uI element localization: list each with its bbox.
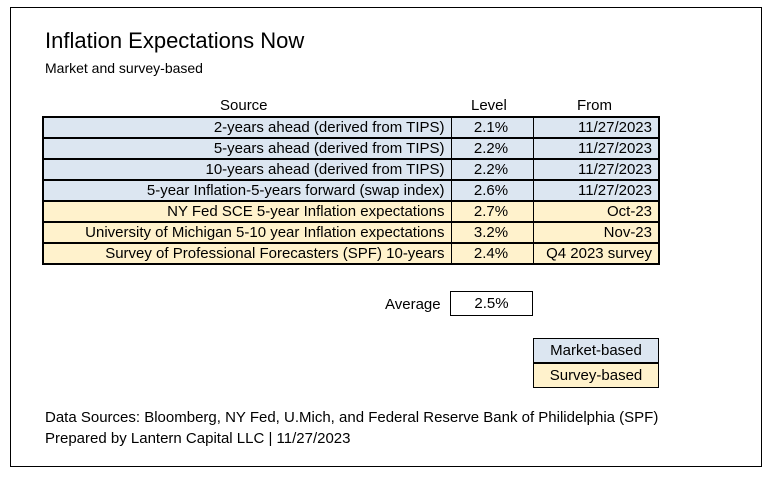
table-row: NY Fed SCE 5-year Inflation expectations…	[42, 200, 660, 223]
column-header-from: From	[577, 97, 612, 114]
from-cell: Q4 2023 survey	[532, 242, 660, 265]
source-cell: 5-year Inflation-5-years forward (swap i…	[42, 179, 452, 202]
source-cell: 10-years ahead (derived from TIPS)	[42, 158, 452, 181]
level-cell: 2.2%	[450, 158, 534, 181]
legend-market-based: Market-based	[533, 338, 659, 363]
level-cell: 2.7%	[450, 200, 534, 223]
level-cell: 2.2%	[450, 137, 534, 160]
level-cell: 2.4%	[450, 242, 534, 265]
from-cell: Oct-23	[532, 200, 660, 223]
table-row: 5-years ahead (derived from TIPS) 2.2% 1…	[42, 137, 660, 160]
figure-frame	[10, 7, 762, 467]
from-cell: 11/27/2023	[532, 158, 660, 181]
source-cell: NY Fed SCE 5-year Inflation expectations	[42, 200, 452, 223]
from-cell: 11/27/2023	[532, 116, 660, 139]
from-cell: Nov-23	[532, 221, 660, 244]
table-row: University of Michigan 5-10 year Inflati…	[42, 221, 660, 244]
expectations-table: 2-years ahead (derived from TIPS) 2.1% 1…	[42, 116, 660, 265]
average-value: 2.5%	[450, 291, 533, 316]
from-cell: 11/27/2023	[532, 179, 660, 202]
source-cell: Survey of Professional Forecasters (SPF)…	[42, 242, 452, 265]
table-row: 10-years ahead (derived from TIPS) 2.2% …	[42, 158, 660, 181]
page-subtitle: Market and survey-based	[45, 60, 203, 76]
source-cell: University of Michigan 5-10 year Inflati…	[42, 221, 452, 244]
legend-survey-based: Survey-based	[533, 363, 659, 388]
page-title: Inflation Expectations Now	[45, 28, 305, 53]
table-row: Survey of Professional Forecasters (SPF)…	[42, 242, 660, 265]
prepared-by-note: Prepared by Lantern Capital LLC | 11/27/…	[45, 430, 351, 447]
from-cell: 11/27/2023	[532, 137, 660, 160]
data-sources-note: Data Sources: Bloomberg, NY Fed, U.Mich,…	[45, 409, 659, 426]
column-header-source: Source	[220, 97, 268, 114]
level-cell: 2.1%	[450, 116, 534, 139]
source-cell: 2-years ahead (derived from TIPS)	[42, 116, 452, 139]
table-row: 5-year Inflation-5-years forward (swap i…	[42, 179, 660, 202]
column-header-level: Level	[471, 97, 507, 114]
level-cell: 3.2%	[450, 221, 534, 244]
table-row: 2-years ahead (derived from TIPS) 2.1% 1…	[42, 116, 660, 139]
average-label: Average	[385, 296, 441, 313]
source-cell: 5-years ahead (derived from TIPS)	[42, 137, 452, 160]
level-cell: 2.6%	[450, 179, 534, 202]
